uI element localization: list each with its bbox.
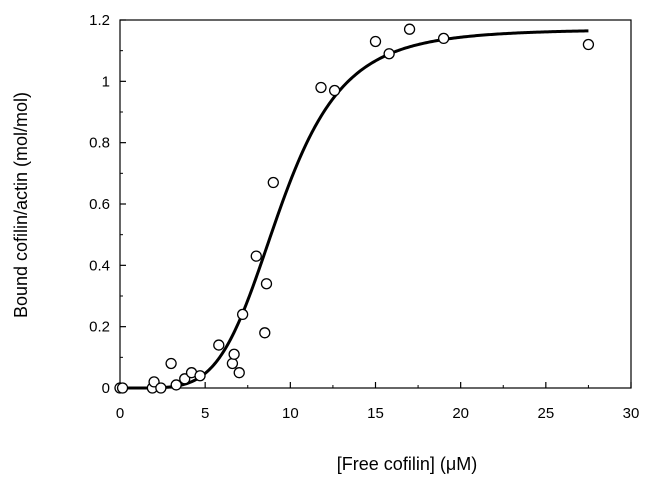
data-point (228, 348, 240, 360)
x-tick-label: 10 (282, 405, 299, 422)
points-layer (114, 23, 595, 394)
data-point (437, 32, 450, 45)
data-point (194, 370, 206, 382)
y-axis-label: Bound cofilin/actin (mol/mol) (11, 92, 31, 318)
y-axis: 0 0.2 0.4 0.6 0.8 1 1.2 (89, 12, 126, 397)
data-point (369, 35, 382, 48)
data-point (403, 23, 416, 35)
fit-curve-layer (120, 29, 589, 390)
data-point (233, 367, 245, 379)
x-tick-label: 30 (623, 405, 640, 422)
data-point (250, 250, 262, 262)
data-point (260, 278, 273, 290)
data-point (165, 357, 177, 370)
x-tick-label: 20 (452, 405, 469, 422)
plot-border (119, 19, 632, 389)
y-tick-label: 0.8 (89, 135, 110, 152)
plot-frame (119, 19, 632, 389)
data-point (116, 382, 129, 394)
data-point (226, 357, 239, 370)
data-point (259, 327, 271, 339)
y-tick-label: 1 (102, 73, 110, 90)
y-tick-label: 0.4 (89, 257, 110, 274)
fit-curve (120, 29, 589, 390)
x-tick-label: 15 (367, 405, 384, 422)
data-point (328, 84, 341, 97)
y-tick-label: 0 (102, 380, 110, 397)
data-point (213, 339, 225, 351)
x-tick-label: 25 (537, 405, 554, 422)
data-point (267, 176, 279, 189)
data-point (315, 81, 327, 94)
x-tick-label: 0 (116, 405, 124, 422)
x-axis-label: [Free cofilin] (μM) (337, 454, 477, 474)
y-tick-label: 1.2 (89, 12, 110, 29)
data-point (383, 48, 395, 60)
data-point (236, 308, 249, 321)
data-point (155, 382, 167, 394)
x-tick-label: 5 (201, 405, 209, 422)
y-tick-label: 0.6 (89, 196, 110, 213)
data-point (582, 38, 595, 51)
y-tick-label: 0.2 (89, 319, 110, 336)
data-point (170, 379, 182, 391)
